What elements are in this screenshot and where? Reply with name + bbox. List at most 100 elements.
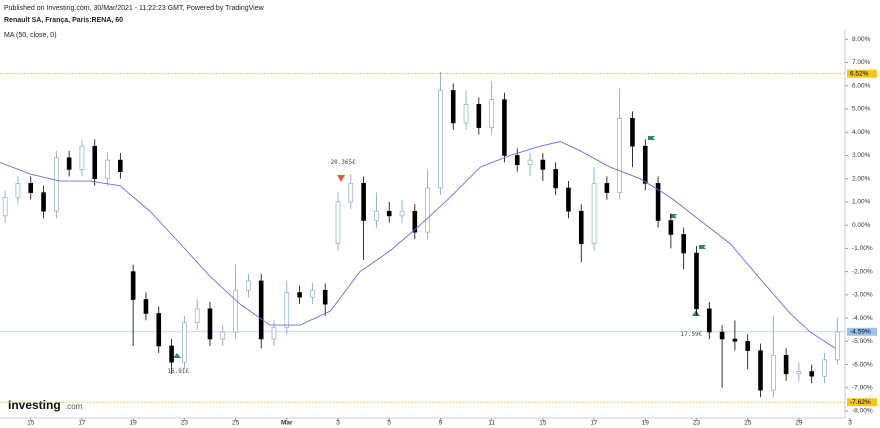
candle-body: [681, 234, 686, 254]
candle-body: [617, 117, 622, 193]
y-tick-label: 4.00%: [852, 129, 871, 136]
x-tick-label: 3: [848, 420, 852, 427]
level-label: -4.59%: [850, 329, 871, 336]
y-tick-label: 6.00%: [852, 82, 871, 89]
y-tick-label: -5.00%: [852, 338, 873, 345]
candle-body: [502, 99, 507, 156]
candle-body: [310, 289, 315, 298]
x-tick-label: 15: [27, 420, 35, 427]
candle-body: [489, 99, 494, 128]
candle-body: [476, 104, 482, 128]
candle-body: [822, 359, 827, 377]
candle-body: [284, 292, 290, 328]
y-tick-label: -6.00%: [852, 361, 873, 368]
annotation: 20.365€: [330, 159, 356, 166]
candle-body: [207, 308, 213, 340]
y-tick-label: -1.00%: [852, 245, 873, 252]
candle-body: [783, 354, 789, 375]
legend-entry: MA (50, close, 0): [4, 32, 57, 39]
candle-body: [706, 308, 712, 333]
x-tick-label: 15: [539, 420, 547, 427]
candle-body: [233, 289, 238, 333]
published: Published on Investing.com, 30/Mar/2021 …: [4, 5, 265, 12]
annotation: 16.91€: [167, 368, 189, 375]
chart-title: Renault SA, França, Paris:RENA, 60: [4, 17, 123, 24]
candle-body: [54, 157, 59, 212]
y-tick-label: -8.00%: [852, 408, 873, 415]
y-tick-label: 2.00%: [852, 175, 871, 182]
candle-body: [41, 192, 46, 212]
candle-body: [246, 280, 251, 291]
buy-arrow: [173, 353, 181, 358]
x-tick-label: 19: [642, 420, 650, 427]
y-tick-label: -7.00%: [852, 385, 873, 392]
candle-body: [668, 220, 674, 235]
candle-body: [604, 183, 610, 193]
level-label: -7.62%: [850, 399, 871, 406]
y-tick-label: 7.00%: [852, 59, 871, 66]
level-badge: [847, 398, 877, 407]
candle-body: [79, 145, 85, 170]
candle-body: [28, 183, 34, 193]
candle-body: [438, 90, 443, 189]
candle-body: [630, 117, 635, 147]
candle-body: [835, 331, 840, 361]
candle-body: [348, 183, 354, 203]
candle-body: [463, 104, 469, 124]
annotation: 17.59€: [681, 331, 703, 338]
x-tick-label: 23: [693, 420, 701, 427]
sell-arrow: [337, 175, 345, 182]
candle-body: [271, 327, 277, 340]
x-tick-label: 17: [78, 420, 86, 427]
candle-body: [745, 341, 750, 351]
x-tick-label: 19: [130, 420, 138, 427]
candle-body: [642, 145, 648, 184]
y-tick-label: 3.00%: [852, 152, 871, 159]
candle-body: [182, 322, 187, 363]
candle-body: [796, 371, 802, 375]
candle-body: [591, 183, 597, 245]
candle-body: [540, 159, 546, 170]
y-tick-label: 8.00%: [852, 36, 871, 43]
x-tick-label: 11: [488, 420, 495, 427]
candle-body: [105, 159, 110, 179]
level-label: 6.52%: [850, 70, 869, 77]
candle-body: [2, 196, 8, 217]
candle-body: [719, 331, 725, 340]
candle-body: [374, 210, 379, 221]
x-tick-label: 17: [590, 420, 598, 427]
candle-body: [130, 271, 136, 300]
x-tick-label: 25: [744, 420, 752, 427]
flag: [699, 245, 706, 249]
candle-body: [758, 350, 763, 391]
x-tick-label: 23: [181, 420, 189, 427]
x-tick-label: 29: [795, 420, 803, 427]
candle-body: [386, 210, 392, 217]
candle-body: [578, 210, 584, 245]
y-tick-label: 0.00%: [852, 222, 871, 229]
y-tick-label: -2.00%: [852, 268, 873, 275]
flag: [648, 136, 655, 140]
candle-body: [694, 252, 699, 310]
candle-body: [297, 292, 302, 298]
y-tick-label: 5.00%: [852, 106, 871, 113]
level-badge: [847, 69, 877, 78]
y-tick-label: -4.00%: [852, 315, 873, 322]
candle-body: [194, 308, 200, 324]
x-tick-label: 5: [387, 420, 391, 427]
candle-body: [361, 183, 366, 221]
x-tick-label: 25: [232, 420, 240, 427]
candle-body: [732, 338, 738, 342]
candle-body: [118, 159, 123, 173]
buy-arrow: [692, 310, 700, 316]
candle-body: [514, 155, 520, 166]
candle-body: [527, 159, 533, 166]
logo-text: Investing: [8, 398, 61, 412]
ma-line: [0, 141, 836, 349]
x-tick-label: 9: [439, 420, 443, 427]
candle-body: [553, 169, 558, 189]
candle-body: [15, 183, 21, 198]
candle-body: [399, 210, 405, 217]
